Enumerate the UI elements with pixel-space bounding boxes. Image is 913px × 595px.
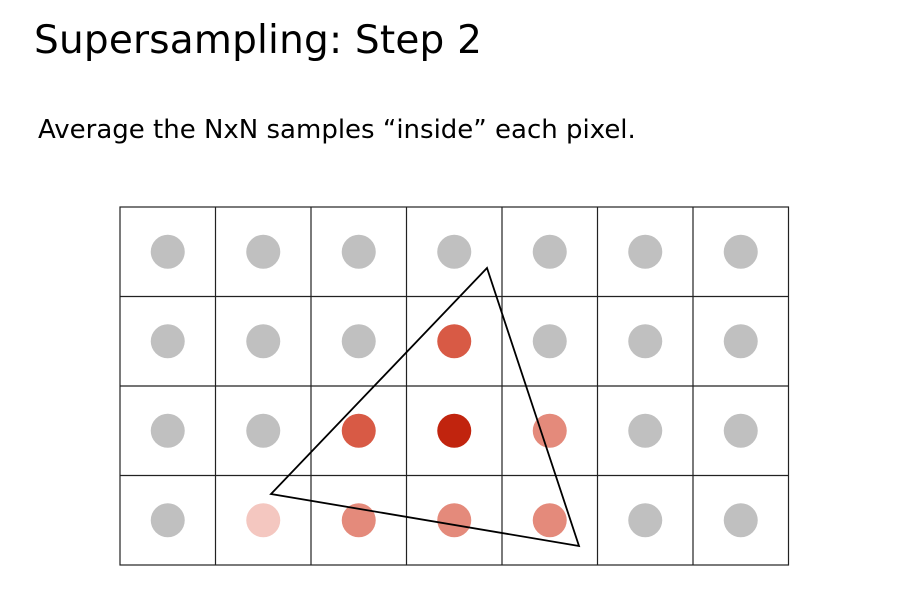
- pixel-sample-dot: [437, 234, 472, 269]
- pixel-sample-dot: [246, 324, 281, 359]
- pixel-sample-dot: [150, 503, 185, 538]
- pixel-sample-dot: [437, 503, 472, 538]
- pixel-sample-dot: [246, 503, 281, 538]
- pixel-sample-dot: [628, 234, 663, 269]
- pixel-sample-dot: [723, 324, 758, 359]
- pixel-sample-dot: [532, 324, 567, 359]
- pixel-sample-dot: [437, 413, 472, 448]
- pixel-sample-dot: [532, 234, 567, 269]
- pixel-sample-dot: [341, 324, 376, 359]
- pixel-sample-dot: [246, 234, 281, 269]
- pixel-sample-dot: [532, 503, 567, 538]
- pixel-sample-dot: [628, 324, 663, 359]
- pixel-sample-dot: [150, 234, 185, 269]
- pixel-samples: [150, 234, 758, 538]
- pixel-sample-dot: [723, 413, 758, 448]
- pixel-sample-dot: [341, 234, 376, 269]
- pixel-sample-dot: [532, 413, 567, 448]
- pixel-sample-dot: [246, 413, 281, 448]
- pixel-sample-dot: [341, 413, 376, 448]
- pixel-sample-dot: [628, 413, 663, 448]
- pixel-sample-dot: [437, 324, 472, 359]
- pixel-sample-dot: [150, 413, 185, 448]
- pixel-sample-dot: [723, 503, 758, 538]
- triangle-outline: [269, 266, 581, 548]
- slide-title: Supersampling: Step 2: [34, 18, 483, 63]
- slide-body-text: Average the NxN samples “inside” each pi…: [38, 115, 636, 145]
- pixel-sample-dot: [628, 503, 663, 538]
- pixel-grid-lines: [119, 206, 790, 566]
- pixel-sample-dot: [150, 324, 185, 359]
- pixel-sample-dot: [723, 234, 758, 269]
- pixel-sample-dot: [341, 503, 376, 538]
